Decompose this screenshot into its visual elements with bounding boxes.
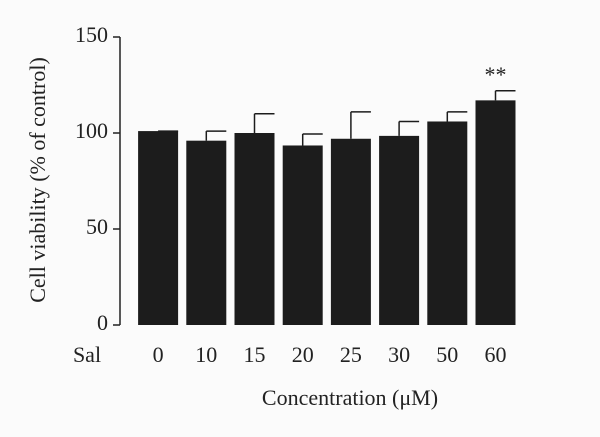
bar [379,135,420,325]
x-tick-label: 25 [340,342,362,367]
bar [186,140,227,325]
error-bar [301,133,323,146]
error-bar [253,113,275,133]
x-tick-label: 50 [436,342,458,367]
y-axis-label: Cell viability (% of control) [25,57,50,303]
error-bar [205,130,227,141]
x-tick-label: 30 [388,342,410,367]
error-bar [398,120,420,136]
y-tick-label: 100 [75,118,108,143]
row-label: Sal [73,342,101,367]
x-axis-label: Concentration (μM) [262,385,438,410]
bar [330,138,371,325]
bar [475,100,516,325]
bar [427,121,468,325]
x-tick-label: 20 [292,342,314,367]
y-tick-label: 50 [86,214,108,239]
error-bar [494,90,516,101]
bar [282,145,323,325]
y-tick-label: 150 [75,22,108,47]
bar [234,133,275,325]
annotation: ** [485,62,507,87]
x-tick-label: 0 [153,342,164,367]
bar [138,131,179,325]
error-bar [446,111,468,122]
x-tick-label: 10 [195,342,217,367]
y-tick-label: 0 [97,310,108,335]
x-tick-label: 15 [244,342,266,367]
x-tick-label: 60 [485,342,507,367]
error-bar [350,111,371,139]
